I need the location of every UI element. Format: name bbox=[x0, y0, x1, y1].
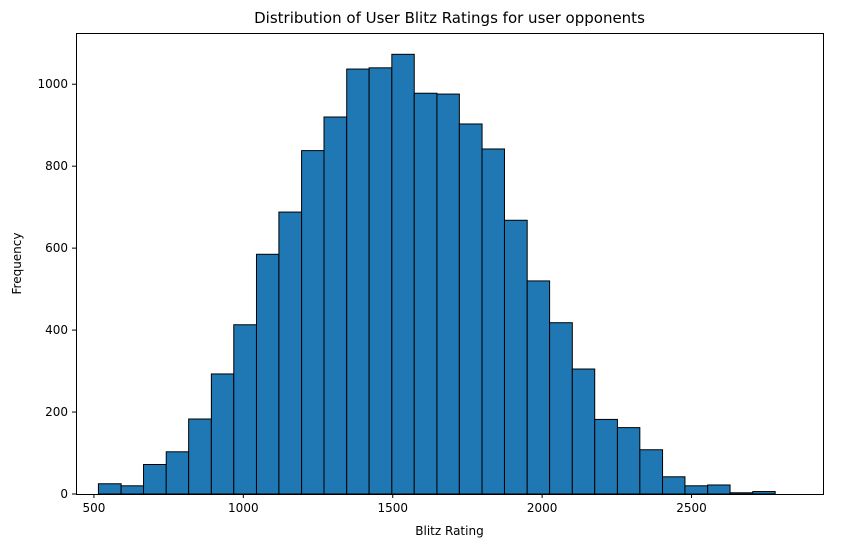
histogram-bar bbox=[481, 148, 505, 495]
histogram-bar bbox=[233, 324, 257, 495]
y-tick-label: 800 bbox=[45, 159, 68, 173]
histogram-bar bbox=[707, 484, 731, 495]
histogram-bar bbox=[255, 253, 280, 495]
histogram-bar bbox=[120, 485, 145, 495]
x-tick-label: 500 bbox=[82, 501, 105, 515]
histogram-bar bbox=[323, 116, 348, 495]
histogram-bar bbox=[594, 418, 618, 495]
histogram-bar bbox=[662, 476, 686, 495]
y-tick-label: 600 bbox=[45, 241, 68, 255]
histogram-bar bbox=[639, 449, 664, 495]
x-tick-label: 1000 bbox=[228, 501, 259, 515]
y-axis-label: Frequency bbox=[10, 233, 24, 295]
histogram-bar bbox=[549, 322, 573, 495]
histogram-bar bbox=[503, 219, 528, 495]
y-tick-label: 0 bbox=[60, 487, 68, 501]
histogram-bar bbox=[436, 93, 460, 495]
histogram-bar bbox=[143, 464, 167, 495]
histogram-bar bbox=[729, 492, 754, 495]
histogram-bar bbox=[210, 373, 235, 495]
y-tick-label: 1000 bbox=[37, 77, 68, 91]
histogram-bar bbox=[458, 123, 483, 495]
histogram-bar bbox=[391, 53, 415, 495]
x-axis-label: Blitz Rating bbox=[415, 524, 483, 538]
histogram-bar bbox=[616, 427, 641, 495]
histogram-bar bbox=[346, 68, 370, 495]
histogram-bar bbox=[278, 211, 303, 495]
chart-title: Distribution of User Blitz Ratings for u… bbox=[254, 9, 645, 27]
histogram-bar bbox=[413, 92, 438, 495]
histogram-bar bbox=[526, 280, 551, 495]
plot-frame bbox=[76, 33, 824, 495]
histogram-bars bbox=[97, 53, 776, 495]
x-axis-ticks: 500 1000 1500 2000 2500 bbox=[82, 494, 707, 515]
y-tick-label: 200 bbox=[45, 405, 68, 419]
histogram-bar bbox=[165, 451, 190, 495]
histogram-bar bbox=[752, 491, 776, 495]
histogram-bar bbox=[188, 418, 212, 495]
x-tick-label: 2500 bbox=[676, 501, 707, 515]
histogram-bar bbox=[301, 150, 325, 495]
histogram-bar bbox=[368, 67, 393, 495]
x-tick-label: 1500 bbox=[377, 501, 408, 515]
x-tick-label: 2000 bbox=[527, 501, 558, 515]
y-tick-label: 400 bbox=[45, 323, 68, 337]
histogram-bar bbox=[684, 485, 709, 495]
y-axis-ticks: 0 200 400 600 800 1000 bbox=[37, 77, 76, 501]
histogram-bar bbox=[571, 368, 596, 495]
histogram-bar bbox=[97, 483, 122, 495]
